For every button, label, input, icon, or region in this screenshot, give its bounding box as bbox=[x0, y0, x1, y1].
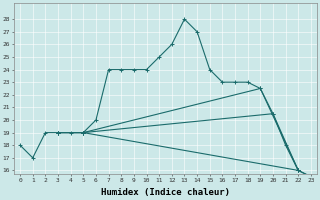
X-axis label: Humidex (Indice chaleur): Humidex (Indice chaleur) bbox=[101, 188, 230, 197]
